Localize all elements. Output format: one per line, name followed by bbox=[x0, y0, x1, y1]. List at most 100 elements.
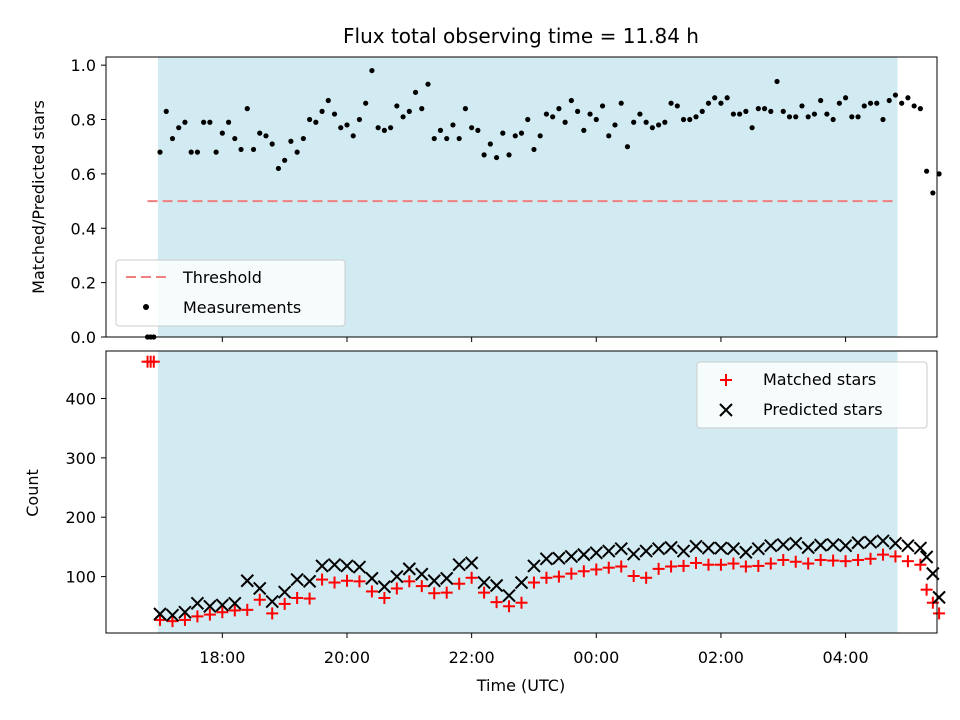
bottom-legend: Matched stars Predicted stars bbox=[696, 361, 928, 429]
x-marker-b bbox=[440, 571, 454, 586]
bottom-legend-box bbox=[696, 361, 928, 429]
measurement-point bbox=[712, 95, 718, 101]
matched-star-point bbox=[752, 559, 765, 572]
measurement-point bbox=[780, 108, 786, 114]
measurement-point bbox=[369, 67, 375, 74]
measurement-point bbox=[518, 130, 525, 136]
measurement-point bbox=[562, 119, 568, 125]
matched-star-point bbox=[403, 575, 416, 588]
top-legend: Threshold Measurements bbox=[115, 259, 346, 327]
matched-star-point bbox=[627, 570, 640, 583]
predicted-star-point bbox=[340, 559, 354, 573]
count-points bbox=[141, 355, 946, 628]
matched-star-point bbox=[191, 610, 204, 623]
measurement-point bbox=[606, 133, 612, 139]
predicted-star-point bbox=[153, 607, 167, 621]
measurement-point bbox=[550, 114, 556, 120]
measurement-point bbox=[306, 116, 313, 123]
matched-star-point bbox=[920, 583, 933, 596]
measurement-point bbox=[743, 108, 749, 114]
matched-star-point bbox=[503, 600, 516, 613]
bottom-plot-frame bbox=[105, 350, 938, 634]
predicted-star-point bbox=[919, 550, 934, 564]
matched-star-point bbox=[702, 558, 715, 571]
top-y-tick-label: 0.8 bbox=[71, 111, 96, 130]
x-marker-b bbox=[851, 536, 865, 550]
measurement-point bbox=[768, 108, 774, 114]
measurement-point bbox=[481, 152, 487, 158]
measurement-point bbox=[786, 114, 793, 120]
predicted-star-point bbox=[352, 560, 367, 574]
x-marker-b bbox=[277, 585, 292, 599]
measurement-point bbox=[450, 122, 456, 128]
measurement-point bbox=[325, 97, 331, 104]
predicted-star-point bbox=[626, 547, 641, 561]
x-marker-b bbox=[614, 541, 628, 556]
matched-star-point bbox=[166, 615, 179, 628]
measurement-point bbox=[668, 100, 674, 106]
predicted-star-point bbox=[228, 596, 242, 611]
matched-star-point bbox=[802, 557, 815, 570]
predicted-star-point bbox=[327, 558, 342, 572]
matched-star-point bbox=[216, 606, 229, 619]
predicted-star-point bbox=[365, 571, 379, 586]
matched-star-point bbox=[540, 571, 553, 584]
measurement-point bbox=[188, 149, 194, 155]
matched-star-point bbox=[602, 561, 615, 574]
matched-star-point bbox=[415, 580, 428, 593]
measurement-point bbox=[842, 95, 849, 101]
measurement-point bbox=[917, 106, 923, 112]
matched-star-point bbox=[490, 596, 503, 609]
matched-star-point bbox=[353, 575, 366, 588]
x-marker-b bbox=[178, 605, 192, 619]
predicted-star-point bbox=[776, 537, 790, 552]
matched-star-point bbox=[827, 554, 840, 567]
predicted-star-point bbox=[514, 575, 529, 590]
measurement-point bbox=[157, 149, 163, 155]
measurement-point bbox=[824, 111, 830, 117]
top-x-ticks bbox=[221, 337, 847, 342]
measurement-point bbox=[730, 111, 737, 117]
legend-matched-label: Matched stars bbox=[763, 370, 876, 389]
measurement-point bbox=[531, 146, 537, 153]
matched-star-point bbox=[241, 603, 254, 616]
measurement-point bbox=[705, 100, 712, 106]
top-y-tick-label: 0.2 bbox=[71, 274, 96, 293]
x-marker-b bbox=[203, 599, 217, 613]
measurement-point bbox=[737, 111, 743, 117]
matched-star-point bbox=[690, 556, 703, 569]
x-marker-b bbox=[919, 550, 934, 564]
predicted-star-point bbox=[427, 574, 441, 588]
measurement-point bbox=[905, 95, 911, 101]
measurement-point bbox=[525, 116, 531, 123]
measurement-point bbox=[774, 78, 780, 85]
measurement-point bbox=[649, 125, 655, 131]
matched-star-point bbox=[577, 565, 590, 578]
measurement-point bbox=[624, 144, 631, 150]
measurement-point bbox=[444, 135, 450, 142]
x-marker-b bbox=[153, 607, 167, 621]
x-marker-b bbox=[714, 541, 728, 555]
legend-measurement-label: Measurements bbox=[183, 298, 301, 317]
x-marker-b bbox=[240, 574, 254, 588]
measurement-point bbox=[182, 119, 188, 125]
x-marker-b bbox=[801, 540, 815, 555]
top-legend-box bbox=[115, 259, 346, 327]
measurement-point bbox=[718, 100, 724, 106]
measurement-point bbox=[662, 119, 668, 125]
measurement-point bbox=[911, 103, 917, 109]
x-marker-b bbox=[838, 539, 853, 553]
x-marker-b bbox=[340, 559, 354, 573]
predicted-star-point bbox=[577, 547, 591, 562]
measurement-point bbox=[556, 106, 562, 112]
measurement-point bbox=[269, 141, 275, 147]
predicted-star-point bbox=[589, 546, 603, 560]
x-marker-b bbox=[932, 590, 946, 605]
predicted-star-point bbox=[215, 598, 230, 612]
predicted-star-point bbox=[826, 537, 840, 552]
x-marker-b bbox=[452, 558, 466, 572]
measurement-point bbox=[855, 114, 861, 120]
measurement-point bbox=[643, 119, 649, 125]
measurement-point bbox=[169, 135, 176, 142]
matched-star-point bbox=[390, 582, 403, 595]
